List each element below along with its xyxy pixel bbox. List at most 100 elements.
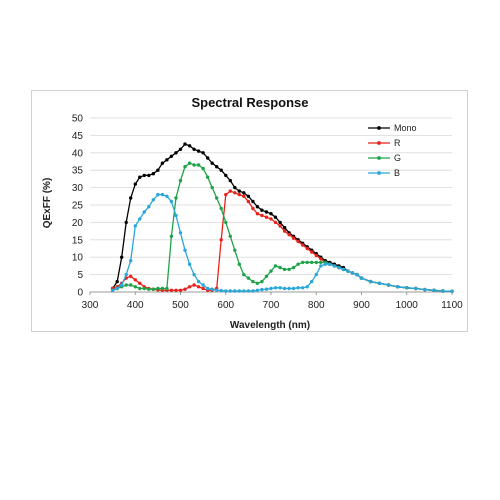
data-point-b (178, 231, 183, 235)
y-tick-label: 20 (72, 218, 84, 229)
data-point-r (133, 278, 137, 282)
data-point-b (386, 283, 391, 287)
legend-marker (377, 126, 381, 130)
data-point-r (219, 238, 223, 242)
data-point-g (282, 267, 287, 272)
data-point-g (169, 234, 174, 238)
data-point-b (233, 289, 237, 293)
data-point-mono (133, 182, 137, 186)
data-point-b (246, 289, 251, 293)
data-point-g (219, 206, 223, 211)
data-point-r (187, 285, 192, 289)
data-point-b (242, 289, 246, 293)
data-point-g (201, 166, 205, 171)
data-point-mono (142, 173, 146, 178)
x-tick-label: 1100 (441, 300, 463, 311)
data-point-b (142, 210, 146, 214)
data-point-b (255, 288, 260, 292)
legend-label: R (394, 138, 401, 148)
data-point-r (264, 215, 269, 219)
x-tick-label: 900 (353, 300, 370, 311)
data-point-mono (237, 189, 241, 193)
data-point-r (183, 287, 187, 291)
y-tick-label: 35 (72, 166, 84, 177)
data-point-mono (260, 208, 264, 212)
data-point-mono (138, 175, 142, 179)
data-point-mono (183, 142, 187, 146)
data-point-r (228, 189, 232, 193)
data-point-mono (233, 185, 237, 190)
data-point-mono (273, 215, 278, 219)
data-point-g (269, 269, 273, 273)
data-point-r (291, 236, 296, 240)
data-point-g (228, 234, 232, 238)
data-point-b (319, 264, 323, 268)
data-point-g (242, 272, 246, 277)
data-point-r (273, 220, 278, 225)
data-point-b (129, 259, 133, 263)
x-tick-label: 600 (217, 300, 234, 311)
data-point-g (273, 264, 278, 268)
data-point-mono (120, 255, 124, 259)
legend-label: Mono (394, 123, 417, 133)
data-point-b (219, 288, 223, 293)
data-point-b (323, 262, 327, 266)
data-point-g (314, 260, 318, 265)
data-point-g (310, 260, 314, 265)
data-point-mono (129, 196, 133, 200)
data-point-g (183, 165, 187, 169)
data-point-mono (147, 173, 151, 178)
series-layer (110, 142, 454, 293)
data-point-r (169, 288, 174, 292)
data-point-mono (156, 168, 160, 172)
data-point-g (187, 161, 192, 165)
data-point-b (160, 192, 165, 197)
data-point-b (151, 198, 155, 202)
data-point-r (178, 288, 183, 292)
data-point-b (337, 265, 341, 270)
data-point-r (305, 246, 309, 251)
series-line-r (112, 190, 453, 292)
data-point-b (174, 213, 178, 218)
data-point-r (282, 229, 287, 233)
data-point-mono (246, 194, 251, 198)
data-point-r (129, 274, 133, 278)
legend-marker (377, 141, 381, 145)
x-tick-label: 300 (82, 300, 99, 311)
data-point-g (301, 260, 305, 265)
data-point-b (187, 262, 192, 266)
legend-entry-g: G (368, 153, 401, 163)
series-mono (110, 142, 454, 293)
data-point-r (242, 194, 246, 198)
x-tick-label: 1000 (396, 300, 419, 311)
legend: Mono RGB (368, 123, 417, 178)
data-point-b (450, 289, 454, 293)
data-point-g (165, 286, 169, 291)
data-point-r (301, 243, 305, 247)
legend-marker (377, 171, 381, 175)
data-point-mono (215, 165, 219, 169)
data-point-b (251, 289, 255, 293)
data-point-g (255, 281, 260, 285)
data-point-mono (178, 147, 183, 151)
data-point-b (341, 267, 346, 272)
data-point-b (133, 224, 137, 228)
data-point-b (206, 286, 210, 291)
data-point-b (278, 286, 282, 290)
data-point-r (278, 224, 282, 228)
data-point-r (201, 286, 205, 291)
data-point-b (183, 248, 187, 252)
data-point-mono (192, 147, 196, 151)
data-point-b (314, 272, 318, 277)
data-point-b (328, 262, 332, 266)
data-point-mono (206, 156, 210, 160)
data-point-b (156, 192, 160, 197)
data-point-g (246, 276, 251, 280)
data-point-b (115, 286, 119, 291)
data-point-b (396, 285, 400, 289)
data-point-g (196, 163, 201, 167)
data-point-b (287, 286, 291, 291)
data-point-mono (282, 225, 287, 230)
data-point-g (147, 287, 151, 291)
y-axis-title: QExFF (%) (42, 178, 53, 229)
